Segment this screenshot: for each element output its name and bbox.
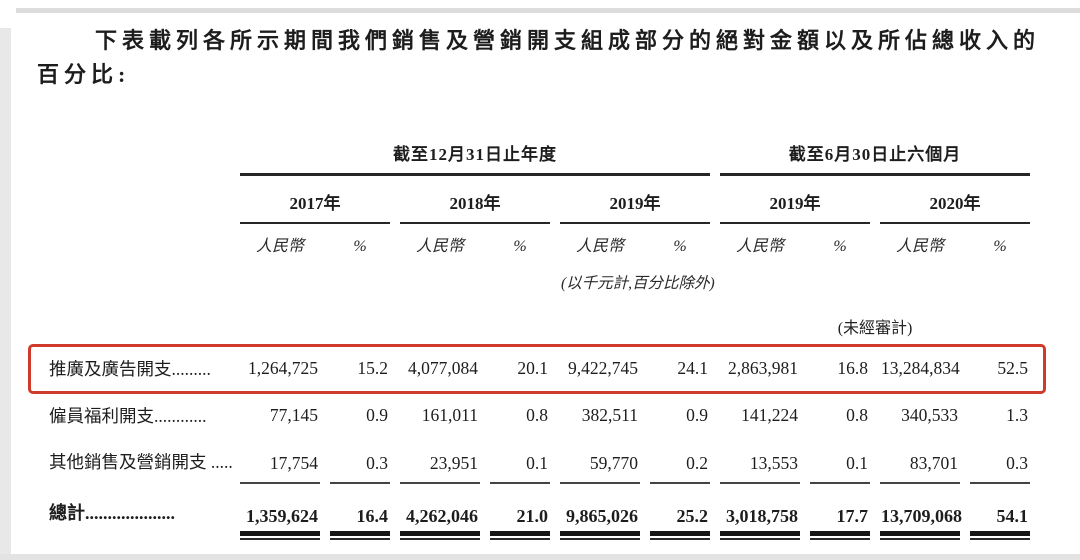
intro-line-1: 下表載列各所示期間我們銷售及營銷開支組成部分的絕對金額以及所佔總收入的 bbox=[95, 28, 1041, 53]
cell-value: 0.3 bbox=[330, 438, 390, 484]
cell-value: 0.2 bbox=[650, 438, 711, 484]
year-header-2019-interim: 2019年 bbox=[720, 176, 871, 224]
spacer-cell bbox=[48, 264, 230, 300]
row-label: 僱員福利開支............ bbox=[49, 405, 207, 426]
cell-value: 0.3 bbox=[970, 438, 1031, 484]
subheader-percent: % bbox=[833, 238, 847, 255]
total-value: 3,018,758 bbox=[720, 484, 801, 540]
cell-value: 15.2 bbox=[357, 357, 388, 378]
cell-value: 0.9 bbox=[686, 404, 709, 425]
subheader-rmb: 人民幣 bbox=[575, 238, 624, 255]
total-value: 13,709,068 bbox=[880, 484, 962, 540]
subheader-percent: % bbox=[513, 238, 527, 255]
subheader-row: 人民幣 % 人民幣 % 人民幣 % 人民幣 % 人民幣 % bbox=[48, 224, 1030, 264]
year-header-2019: 2019年 bbox=[560, 176, 711, 224]
spacer-cell bbox=[48, 176, 230, 224]
period-group-header-row: 截至12月31日止年度 截至6月30日止六個月 bbox=[48, 132, 1031, 176]
year-header-2020-interim: 2020年 bbox=[880, 176, 1031, 224]
group-header-year-ended: 截至12月31日止年度 bbox=[240, 132, 711, 176]
table-row-other-selling-marketing: 其他銷售及營銷開支 ..... 17,754 0.3 23,951 0.1 59… bbox=[48, 438, 1031, 484]
cell-value: 0.1 bbox=[490, 438, 550, 484]
spacer-cell bbox=[48, 300, 230, 344]
row-label: 其他銷售及營銷開支 ..... bbox=[49, 452, 233, 472]
year-header-row: 2017年 2018年 2019年 2019年 2020年 bbox=[48, 176, 1031, 224]
cell-value: 77,145 bbox=[269, 404, 318, 425]
total-value: 4,262,046 bbox=[400, 484, 480, 540]
unaudited-note: (未經審計) bbox=[837, 320, 913, 337]
cell-value: 16.8 bbox=[837, 357, 869, 378]
cell-value: 52.5 bbox=[997, 357, 1029, 378]
cell-value: 0.8 bbox=[526, 404, 548, 425]
cell-value: 0.8 bbox=[846, 404, 869, 425]
intro-line-2: 百分比: bbox=[37, 62, 131, 87]
scan-edge-bottom bbox=[0, 554, 1080, 560]
total-value: 25.2 bbox=[650, 484, 711, 540]
total-value: 17.7 bbox=[810, 484, 871, 540]
total-value: 9,865,026 bbox=[560, 484, 640, 540]
table-row-promotion-advertising: 推廣及廣告開支......... 1,264,725 15.2 4,077,08… bbox=[48, 344, 1030, 392]
cell-value: 4,077,084 bbox=[408, 357, 478, 378]
table-row-total: 總計.................... 1,359,624 16.4 4,… bbox=[48, 484, 1031, 540]
spacer-cell bbox=[240, 300, 710, 344]
year-header-2017: 2017年 bbox=[240, 176, 390, 224]
subheader-rmb: 人民幣 bbox=[415, 238, 464, 255]
spacer-cell bbox=[48, 224, 230, 264]
cell-value: 0.9 bbox=[366, 404, 388, 425]
cell-value: 20.1 bbox=[517, 357, 548, 378]
cell-value: 17,754 bbox=[240, 438, 320, 484]
subheader-rmb: 人民幣 bbox=[255, 238, 304, 255]
cell-value: 1,264,725 bbox=[248, 357, 318, 378]
spacer-cell bbox=[720, 264, 1030, 300]
scan-edge-top bbox=[16, 8, 1080, 13]
cell-value: 382,511 bbox=[581, 404, 638, 425]
cell-value: 161,011 bbox=[421, 404, 478, 425]
intro-paragraph: 下表載列各所示期間我們銷售及營銷開支組成部分的絕對金額以及所佔總收入的 百分比: bbox=[0, 0, 1080, 92]
group-header-six-months: 截至6月30日止六個月 bbox=[720, 132, 1031, 176]
subheader-rmb: 人民幣 bbox=[736, 238, 785, 255]
subheader-percent: % bbox=[673, 238, 687, 255]
cell-value: 24.1 bbox=[677, 357, 709, 378]
cell-value: 83,701 bbox=[880, 438, 961, 484]
total-value: 16.4 bbox=[330, 484, 390, 540]
cell-value: 2,863,981 bbox=[728, 357, 799, 378]
cell-value: 9,422,745 bbox=[568, 357, 638, 378]
spacer-cell bbox=[48, 132, 230, 176]
cell-value: 340,533 bbox=[901, 404, 959, 425]
spacer-cell bbox=[240, 264, 550, 300]
cell-value: 59,770 bbox=[560, 438, 640, 484]
units-note-row: (以千元計,百分比除外) bbox=[48, 264, 1030, 300]
subheader-rmb: 人民幣 bbox=[896, 238, 945, 255]
cell-value: 1.3 bbox=[1006, 404, 1029, 425]
subheader-percent: % bbox=[993, 238, 1007, 255]
cell-value: 23,951 bbox=[400, 438, 480, 484]
sales-marketing-expenses-table: 截至12月31日止年度 截至6月30日止六個月 2017年 2018年 2019… bbox=[38, 132, 1040, 540]
total-value: 21.0 bbox=[490, 484, 550, 540]
total-label: 總計.................... bbox=[49, 503, 175, 523]
scan-edge-left bbox=[0, 28, 11, 560]
total-value: 54.1 bbox=[970, 484, 1031, 540]
unaudited-note-row: (未經審計) bbox=[48, 300, 1030, 344]
row-label: 推廣及廣告開支......... bbox=[49, 358, 211, 379]
total-value: 1,359,624 bbox=[240, 484, 320, 540]
cell-value: 141,224 bbox=[741, 404, 799, 425]
subheader-percent: % bbox=[353, 238, 367, 255]
cell-value: 0.1 bbox=[810, 438, 871, 484]
units-note: (以千元計,百分比除外) bbox=[561, 275, 715, 292]
table-row-employee-benefits: 僱員福利開支............ 77,145 0.9 161,011 0.… bbox=[48, 392, 1030, 438]
year-header-2018: 2018年 bbox=[400, 176, 550, 224]
cell-value: 13,553 bbox=[720, 438, 801, 484]
cell-value: 13,284,834 bbox=[881, 357, 960, 378]
